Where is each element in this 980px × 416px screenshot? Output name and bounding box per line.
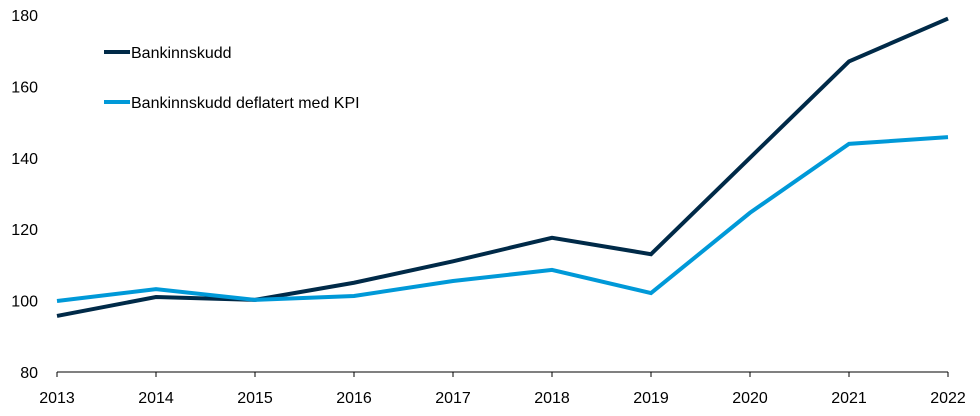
y-tick-label: 180 (11, 8, 38, 25)
y-tick-label: 80 (20, 365, 38, 382)
x-axis: 2013 2014 2015 2016 2017 2018 2019 2020 2021 2022 (39, 372, 966, 407)
x-tick-label: 2017 (435, 390, 471, 407)
x-tick-label: 2015 (237, 390, 273, 407)
x-tick-label: 2013 (39, 390, 75, 407)
y-tick-label: 100 (11, 294, 38, 311)
x-tick-label: 2014 (138, 390, 174, 407)
legend-label: Bankinnskudd deflatert med KPI (131, 95, 360, 112)
x-tick-label: 2016 (336, 390, 372, 407)
y-axis: 80 100 120 140 160 180 (11, 8, 38, 382)
legend: Bankinnskudd Bankinnskudd deflatert med K… (104, 45, 360, 112)
y-tick-label: 140 (11, 151, 38, 168)
legend-label: Bankinnskudd (131, 45, 232, 62)
x-tick-label: 2022 (930, 390, 966, 407)
x-tick-label: 2020 (732, 390, 768, 407)
series-line-2 (57, 137, 948, 301)
x-tick-label: 2021 (831, 390, 867, 407)
y-tick-label: 160 (11, 79, 38, 96)
x-tick-label: 2018 (534, 390, 570, 407)
y-tick-label: 120 (11, 222, 38, 239)
x-tick-label: 2019 (633, 390, 669, 407)
series-lines (57, 18, 948, 316)
